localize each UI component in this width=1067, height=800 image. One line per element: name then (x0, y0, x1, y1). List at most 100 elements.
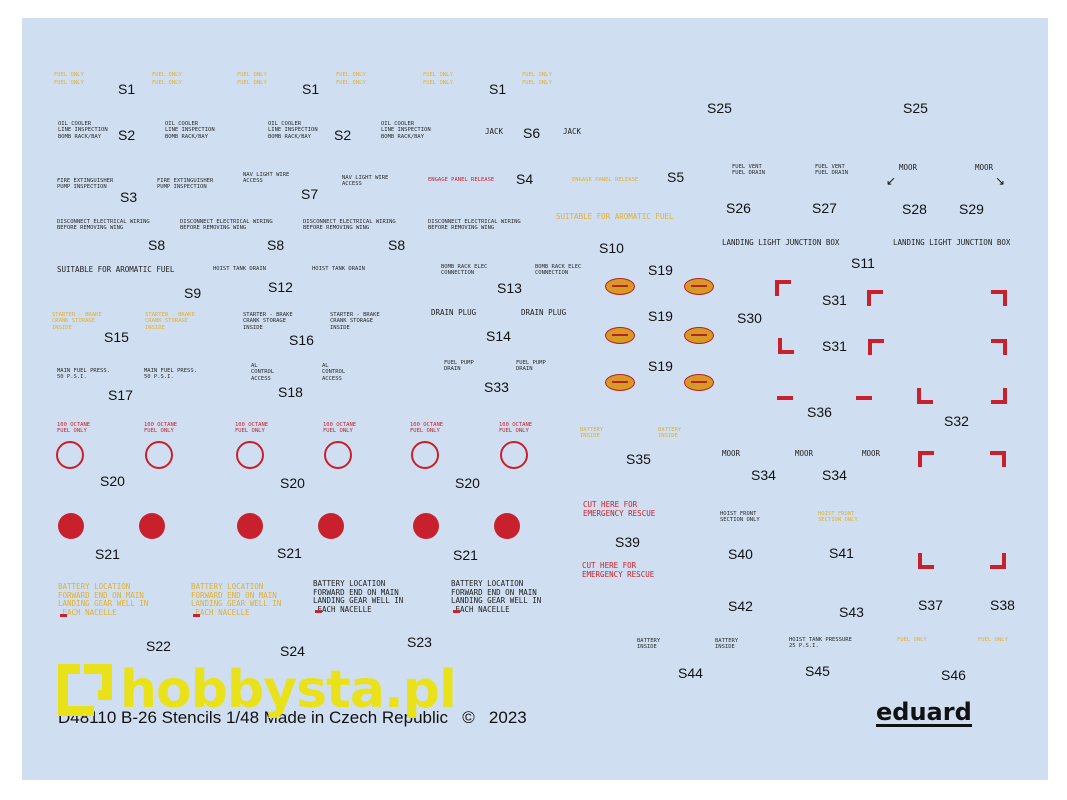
stencil-hoist-drain: HOIST TANK DRAIN (213, 266, 266, 272)
label-s6: S6 (523, 125, 541, 141)
label-s11: S11 (851, 255, 875, 271)
stencil-yellow: FUEL ONLY (978, 637, 1008, 643)
stencil-oil-cooler: OIL COOLER LINE INSPECTION BOMB RACK/BAY (381, 121, 431, 140)
stencil-bomb-rack: BOMB RACK ELEC CONNECTION (535, 264, 582, 277)
stencil-yellow: ENGAGE PANEL RELEASE (572, 177, 639, 183)
label-s36: S36 (807, 404, 832, 420)
stencil-yellow: FUEL ONLY (423, 80, 453, 86)
stencil-yellow: FUEL ONLY (423, 72, 453, 78)
stencil-drain-plug: DRAIN PLUG (431, 308, 477, 317)
red-dash-marker (856, 396, 872, 400)
stencil-fuel-pump: FUEL PUMP DRAIN (444, 360, 474, 373)
label-s21: S21 (95, 546, 120, 562)
label-s18: S18 (278, 384, 303, 400)
oval-insignia (684, 374, 714, 391)
red-dot-insignia (413, 513, 439, 539)
red-bar-marker (60, 614, 67, 617)
oval-insignia (605, 374, 635, 391)
label-s20: S20 (455, 475, 480, 491)
stencil-yellow: STARTER - BRAKE CRANK STORAGE INSIDE (145, 312, 195, 331)
red-ring-insignia (500, 441, 528, 469)
stencil-oil-cooler: OIL COOLER LINE INSPECTION BOMB RACK/BAY (268, 121, 318, 140)
red-corner-marker (991, 339, 1007, 355)
stencil-disconnect: DISCONNECT ELECTRICAL WIRING BEFORE REMO… (428, 219, 521, 232)
stencil-yellow: FUEL ONLY (54, 80, 84, 86)
stencil-yellow: FUEL ONLY (152, 80, 182, 86)
stencil-octane: 100 OCTANE FUEL ONLY (499, 422, 533, 435)
label-s41: S41 (829, 545, 854, 561)
label-s44: S44 (678, 665, 703, 681)
stencil-yellow: FUEL ONLY (336, 80, 366, 86)
decal-sheet (22, 18, 1048, 780)
red-corner-marker (991, 388, 1007, 404)
product-title: B-26 Stencils (121, 708, 222, 727)
stencil-battery-location: BATTERY LOCATION FORWARD END ON MAIN LAN… (451, 579, 542, 614)
stencil-yellow: FUEL ONLY (152, 72, 182, 78)
red-corner-marker (990, 553, 1006, 569)
stencil-yellow: FUEL ONLY (237, 80, 267, 86)
stencil-jack: JACK (563, 127, 582, 136)
label-s22: S22 (146, 638, 171, 654)
stencil-moor: MOOR (862, 449, 881, 458)
stencil-moor: MOOR (899, 163, 918, 172)
stencil-disconnect: DISCONNECT ELECTRICAL WIRING BEFORE REMO… (57, 219, 150, 232)
stencil-cut-here: CUT HERE FOR EMERGENCY RESCUE (582, 561, 655, 579)
label-s4: S4 (516, 171, 534, 187)
label-s19: S19 (648, 308, 673, 324)
label-s25: S25 (707, 100, 732, 116)
label-s31: S31 (822, 338, 847, 354)
label-s13: S13 (497, 280, 522, 296)
label-s26: S26 (726, 200, 751, 216)
copyright-symbol: © (462, 708, 475, 727)
stencil-main-fuel: MAIN FUEL PRESS. 50 P.S.I. (144, 368, 197, 381)
stencil-hoist-front-yellow: HOIST FRONT SECTION ONLY (818, 511, 858, 524)
eduard-logo: eduard (876, 698, 972, 727)
stencil-battery-yellow: BATTERY INSIDE (580, 427, 604, 440)
red-bar-marker (193, 614, 200, 617)
label-s20: S20 (280, 475, 305, 491)
stencil-yellow: FUEL ONLY (522, 80, 552, 86)
red-corner-marker (917, 388, 933, 404)
label-s45: S45 (805, 663, 830, 679)
stencil-al-control: AL CONTROL ACCESS (322, 363, 346, 382)
stencil-yellow: FUEL ONLY (237, 72, 267, 78)
label-s34: S34 (751, 467, 776, 483)
red-corner-marker (918, 451, 934, 467)
stencil-starter: STARTER - BRAKE CRANK STORAGE INSIDE (243, 312, 293, 331)
label-s12: S12 (268, 279, 293, 295)
label-s32: S32 (944, 413, 969, 429)
stencil-disconnect: DISCONNECT ELECTRICAL WIRING BEFORE REMO… (303, 219, 396, 232)
stencil-oil-cooler: OIL COOLER LINE INSPECTION BOMB RACK/BAY (165, 121, 215, 140)
red-corner-marker (778, 338, 794, 354)
red-ring-insignia (324, 441, 352, 469)
label-s2: S2 (334, 127, 352, 143)
stencil-yellow: FUEL ONLY (522, 72, 552, 78)
stencil-fuel-pump: FUEL PUMP DRAIN (516, 360, 546, 373)
stencil-fire-ext: FIRE EXTINGUISHER PUMP INSPECTION (157, 178, 214, 191)
stencil-moor: MOOR (795, 449, 814, 458)
label-s7: S7 (301, 186, 319, 202)
label-s43: S43 (839, 604, 864, 620)
red-dot-insignia (139, 513, 165, 539)
sheet-footer: D48110 B-26 Stencils 1/48 Made in Czech … (58, 708, 527, 728)
stencil-battery-location-yellow: BATTERY LOCATION FORWARD END ON MAIN LAN… (58, 582, 149, 617)
label-s40: S40 (728, 546, 753, 562)
label-s39: S39 (615, 534, 640, 550)
stencil-octane: 100 OCTANE FUEL ONLY (235, 422, 269, 435)
label-s8: S8 (388, 237, 406, 253)
label-s27: S27 (812, 200, 837, 216)
oval-insignia (684, 327, 714, 344)
red-ring-insignia (56, 441, 84, 469)
arrow-down-right-icon: ↘ (995, 174, 1006, 188)
stencil-nav-light: NAV LIGHT WIRE ACCESS (243, 172, 290, 185)
red-corner-marker (868, 339, 884, 355)
stencil-landing-light: LANDING LIGHT JUNCTION BOX (722, 238, 840, 247)
label-s8: S8 (148, 237, 166, 253)
oval-insignia (605, 278, 635, 295)
stencil-bomb-rack: BOMB RACK ELEC CONNECTION (441, 264, 488, 277)
label-s35: S35 (626, 451, 651, 467)
made-in: Made in Czech Republic (263, 708, 449, 727)
label-s1: S1 (302, 81, 320, 97)
label-s8: S8 (267, 237, 285, 253)
oval-insignia (684, 278, 714, 295)
